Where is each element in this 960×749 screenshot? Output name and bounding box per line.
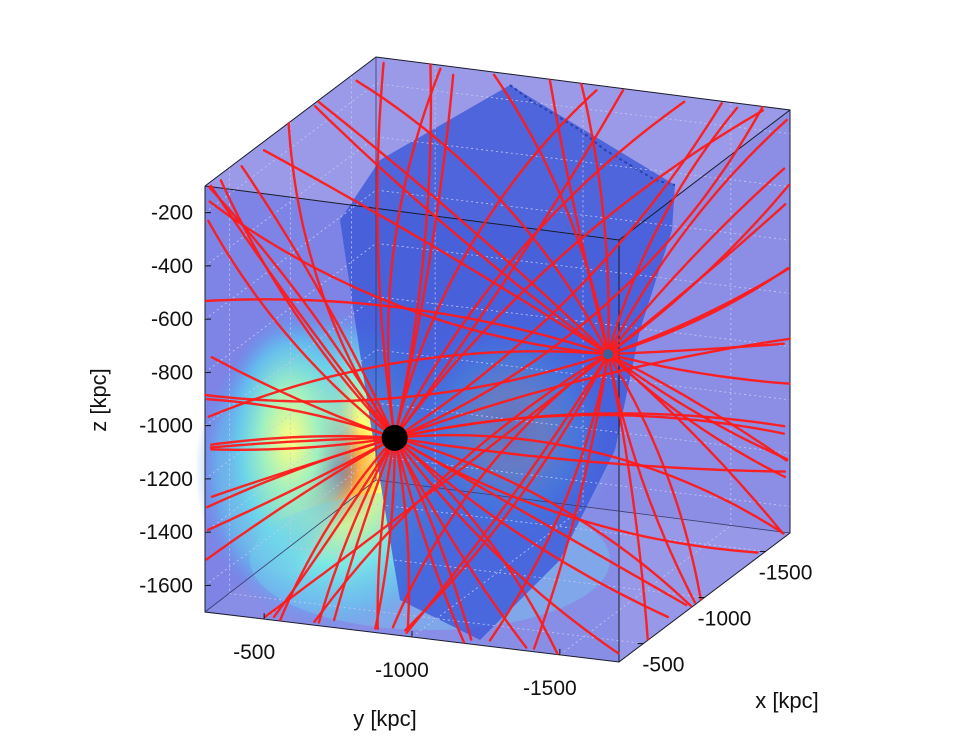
- y-axis-label: y [kpc]: [353, 706, 417, 731]
- point-mass-marker: [603, 349, 614, 360]
- y-tick-label: -1000: [375, 659, 429, 682]
- field-line: [313, 352, 610, 624]
- field-line: [404, 352, 610, 632]
- field-line: [393, 109, 764, 440]
- field-line: [393, 436, 559, 655]
- field-line: [532, 352, 610, 650]
- x-tick-label: -1000: [698, 608, 752, 631]
- field-line: [393, 101, 723, 440]
- field-line: [393, 73, 455, 440]
- field-line: [393, 436, 670, 619]
- field-line: [606, 352, 697, 604]
- field-line: [393, 433, 785, 535]
- field-line: [393, 89, 598, 440]
- field-line: [393, 436, 688, 607]
- field-line: [206, 436, 396, 532]
- field-line: [210, 436, 396, 498]
- field-line: [374, 436, 396, 630]
- field-line: [488, 352, 610, 642]
- field-line: [210, 436, 396, 451]
- field-line: [606, 118, 788, 356]
- z-tick-label: -400: [151, 255, 193, 278]
- point-masses: [381, 349, 614, 451]
- y-tick-label: -500: [233, 641, 275, 664]
- field-line: [492, 73, 610, 356]
- field-line: [208, 200, 610, 356]
- z-tick-label: -1000: [139, 415, 193, 438]
- field-line: [386, 67, 442, 440]
- field-lines: [204, 61, 791, 655]
- field-line: [393, 105, 764, 440]
- field-line: [393, 436, 693, 608]
- field-line: [606, 267, 789, 356]
- field-line: [263, 352, 610, 618]
- field-line: [205, 436, 396, 561]
- field-line: [606, 106, 739, 356]
- z-axis-ticks: -200 -400 -600 -800 -1000 -1200 -1400 -1600: [139, 202, 211, 597]
- field-line: [405, 352, 610, 634]
- field-line: [209, 436, 396, 449]
- z-axis-label: z [kpc]: [86, 368, 111, 432]
- x-axis-ticks: -500 -1000 -1500: [637, 550, 813, 677]
- point-mass-marker: [381, 424, 408, 451]
- field-line: [606, 352, 702, 601]
- field-line: [205, 398, 396, 440]
- field-line: [317, 100, 610, 356]
- z-tick-label: -1400: [139, 521, 193, 544]
- field-line: [317, 436, 396, 624]
- field-line: [393, 337, 791, 440]
- z-tick-label: -1200: [139, 468, 193, 491]
- field-line: [606, 352, 787, 479]
- field-line: [279, 436, 396, 622]
- field-line: [393, 436, 466, 644]
- field-line: [393, 412, 786, 440]
- field-line: [209, 184, 396, 440]
- field-line: [393, 100, 686, 440]
- field-line: [393, 436, 473, 641]
- z-tick-label: -800: [151, 361, 193, 384]
- field-line: [580, 82, 610, 356]
- field-line: [355, 79, 610, 356]
- field-line: [606, 352, 788, 462]
- y-tick-label: -1500: [523, 677, 577, 700]
- field-line: [606, 352, 791, 385]
- field-line: [332, 436, 396, 622]
- field-line: [209, 434, 396, 446]
- field-line: [548, 79, 610, 356]
- field-line: [606, 352, 649, 641]
- z-tick-label: -1600: [139, 574, 193, 597]
- field-line: [393, 436, 759, 554]
- x-tick-label: -500: [642, 654, 684, 677]
- field-line: [240, 165, 396, 440]
- field-line: [393, 436, 620, 655]
- field-line: [606, 167, 786, 356]
- field-line: [393, 436, 528, 649]
- field-line: [262, 149, 610, 356]
- field-line: [376, 61, 396, 440]
- field-line: [204, 352, 610, 403]
- x-axis-label: x [kpc]: [755, 688, 819, 713]
- field-line: [606, 203, 787, 356]
- z-tick-label: -600: [151, 308, 193, 331]
- field-line: [207, 219, 396, 440]
- field-line: [207, 350, 610, 418]
- field-line: [376, 436, 396, 630]
- field-line: [391, 352, 610, 629]
- field-line: [313, 105, 610, 356]
- z-tick-label: -200: [151, 202, 193, 225]
- field-line: [204, 298, 610, 356]
- y-axis-ticks: -500 -1000 -1500: [233, 613, 577, 700]
- x-tick-label: -1500: [759, 561, 813, 584]
- slice-plane-edge: [509, 84, 676, 186]
- field-line: [393, 436, 411, 631]
- field-line: [606, 352, 789, 461]
- field-line: [606, 342, 785, 356]
